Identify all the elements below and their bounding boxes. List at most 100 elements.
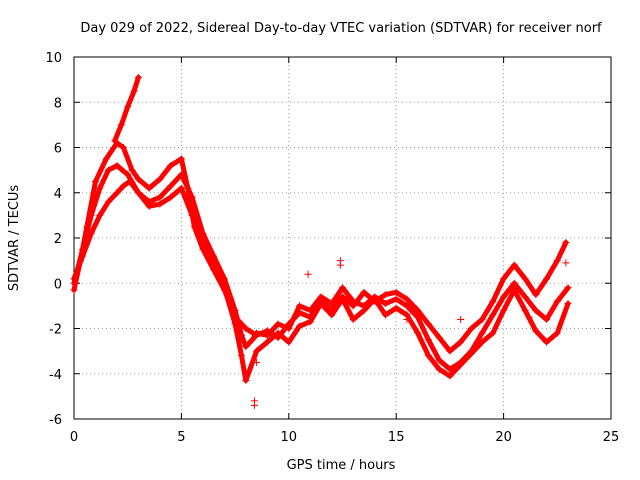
data-point (349, 297, 357, 305)
data-point (403, 295, 411, 303)
series-line (71, 178, 571, 383)
data-point (336, 257, 344, 265)
x-tick-label: 20 (495, 430, 512, 445)
data-point (500, 275, 508, 283)
x-axis-label: GPS time / hours (287, 458, 396, 473)
data-point (446, 372, 454, 380)
data-point (96, 211, 104, 219)
data-point (306, 318, 314, 326)
data-point (91, 177, 99, 185)
data-point (102, 155, 110, 163)
data-point (134, 189, 142, 197)
data-point (263, 331, 271, 339)
series-line (71, 140, 569, 354)
data-point (156, 175, 164, 183)
data-point (467, 349, 475, 357)
data-point (145, 202, 153, 210)
data-point (296, 302, 304, 310)
data-point (285, 325, 293, 332)
chart-title: Day 029 of 2022, Sidereal Day-to-day VTE… (80, 21, 602, 36)
data-point (360, 306, 368, 314)
data-point (126, 177, 134, 185)
data-point (381, 311, 389, 319)
data-point (403, 302, 411, 310)
data-point (500, 293, 508, 301)
data-point (532, 327, 540, 335)
data-point (521, 293, 529, 301)
data-point (253, 329, 261, 337)
data-point (424, 320, 432, 328)
y-tick-label: 0 (54, 277, 62, 292)
data-point (553, 297, 561, 305)
data-point (339, 284, 346, 292)
data-point (263, 338, 271, 346)
data-point (478, 338, 486, 346)
y-tick-label: 4 (54, 187, 62, 202)
series-track-C (70, 177, 572, 385)
data-point (119, 144, 127, 151)
y-tick-label: 6 (54, 142, 62, 157)
data-point (435, 365, 443, 373)
series-isolated-points (250, 257, 570, 409)
data-point (199, 239, 207, 247)
data-point (478, 329, 486, 337)
data-point (167, 193, 175, 201)
data-point (446, 365, 454, 373)
data-point (435, 356, 443, 364)
axis-ticks: 0 5 10 15 20 25 -6 -4 -2 0 2 4 6 8 10 (45, 51, 619, 445)
data-point (220, 284, 228, 292)
data-point (489, 297, 497, 305)
data-point (128, 166, 136, 174)
series-steep-rise (111, 73, 142, 145)
data-point (525, 313, 533, 321)
data-point (381, 300, 389, 308)
data-point (134, 73, 142, 81)
data-point (403, 315, 411, 323)
data-point (317, 293, 325, 301)
data-point (414, 313, 422, 321)
data-point (130, 87, 138, 95)
data-point (87, 229, 95, 237)
data-point (532, 306, 540, 314)
data-point (500, 306, 508, 314)
data-point (113, 162, 121, 170)
data-point (156, 200, 164, 208)
data-point (424, 352, 432, 360)
data-point (457, 361, 465, 369)
y-tick-label: -4 (49, 368, 62, 383)
data-point (79, 252, 87, 260)
data-point (489, 329, 497, 337)
data-point (543, 315, 551, 323)
data-point (478, 315, 486, 323)
data-point (242, 325, 250, 332)
x-tick-label: 15 (388, 430, 405, 445)
gridlines (74, 57, 611, 419)
data-point (111, 137, 119, 145)
y-tick-label: 2 (54, 232, 62, 247)
data-point (113, 189, 121, 197)
data-point (564, 284, 572, 292)
series-track-A (70, 139, 570, 355)
data-point (250, 401, 258, 409)
data-point (510, 286, 518, 294)
data-point (96, 184, 104, 192)
y-tick-label: -2 (49, 323, 62, 338)
data-point (145, 184, 153, 192)
data-point (562, 259, 570, 267)
data-point (521, 306, 529, 314)
data-point (543, 338, 551, 346)
data-point (317, 300, 325, 308)
data-point (553, 329, 561, 337)
data-point (553, 257, 561, 265)
series-line (71, 163, 571, 372)
data-point (543, 275, 551, 283)
data-point (242, 343, 250, 351)
data-point (510, 279, 518, 287)
data-point (304, 270, 312, 278)
data-point (446, 347, 454, 355)
data-point (253, 347, 261, 355)
data-point (124, 103, 132, 111)
data-point (424, 336, 432, 344)
data-point (381, 291, 389, 299)
data-point (510, 261, 518, 269)
